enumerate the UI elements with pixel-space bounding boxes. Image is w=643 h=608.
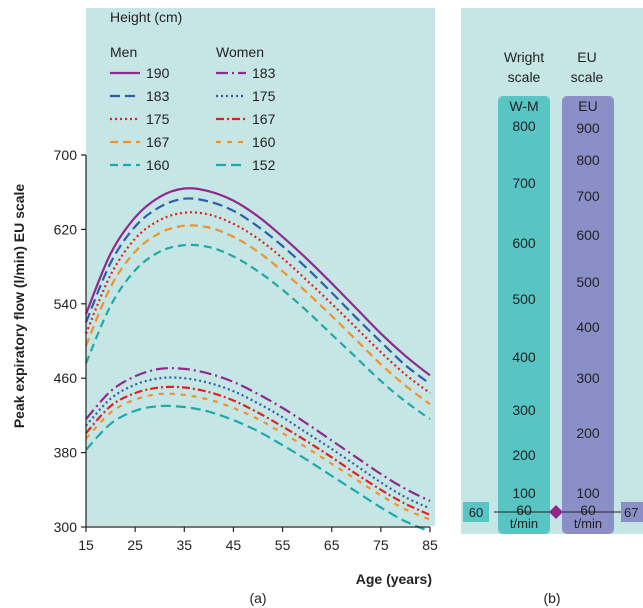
- legend-women-label-160: 160: [252, 134, 276, 150]
- y-tick-label: 300: [54, 519, 78, 535]
- y-tick-label: 620: [54, 221, 78, 237]
- panel-a-background: [86, 8, 435, 526]
- wright-scale-bar: [498, 96, 550, 534]
- legend-title: Height (cm): [110, 9, 182, 25]
- wright-value-500: 500: [512, 291, 536, 307]
- legend-women-label-175: 175: [252, 88, 276, 104]
- wright-value-100: 100: [512, 485, 536, 501]
- y-axis-label: Peak expiratory flow (l/min) EU scale: [11, 184, 27, 429]
- men-series-160: [84, 243, 431, 420]
- x-tick-label: 15: [78, 537, 94, 553]
- wright-value-200: 200: [512, 447, 536, 463]
- panel-a-label: (a): [249, 590, 266, 606]
- x-tick-label: 75: [373, 537, 389, 553]
- y-tick-label: 460: [54, 370, 78, 386]
- eu-scale-bar: [562, 96, 614, 534]
- x-tick-label: 55: [275, 537, 291, 553]
- x-tick-label: 65: [324, 537, 340, 553]
- legend-men-label-160: 160: [146, 157, 170, 173]
- marker-left-label: 60: [469, 505, 483, 520]
- eu-value-400: 400: [576, 319, 600, 335]
- panel-b-background: [461, 8, 643, 534]
- wright-value-600: 600: [512, 235, 536, 251]
- legend-women-label-152: 152: [252, 157, 276, 173]
- legend-men-label-167: 167: [146, 134, 170, 150]
- women-series-167: [85, 385, 431, 516]
- women-series-175: [85, 376, 431, 510]
- eu-unit: t/min: [574, 516, 602, 531]
- wright-value-700: 700: [512, 175, 536, 191]
- wright-value-300: 300: [512, 402, 536, 418]
- wright-value-800: 800: [512, 118, 536, 134]
- x-tick-label: 35: [176, 537, 192, 553]
- wright-value-400: 400: [512, 349, 536, 365]
- y-tick-label: 380: [54, 445, 78, 461]
- eu-value-200: 200: [576, 425, 600, 441]
- y-tick-label: 700: [54, 147, 78, 163]
- conversion-marker-icon: [549, 505, 563, 519]
- eu-value-100: 100: [576, 485, 600, 501]
- legend-women-label-183: 183: [252, 65, 276, 81]
- women-series-183: [85, 367, 431, 502]
- men-series-190: [84, 187, 431, 377]
- legend-women-label-167: 167: [252, 111, 276, 127]
- wright-header: W-M: [509, 98, 538, 114]
- legend-men-label-175: 175: [146, 111, 170, 127]
- legend-men-header: Men: [110, 44, 137, 60]
- x-tick-label: 85: [422, 537, 438, 553]
- panel-b: Wright scale EU scale W-M EU 800 700 600 50…: [461, 8, 643, 606]
- x-tick-label: 45: [226, 537, 242, 553]
- eu-header: EU: [578, 98, 597, 114]
- marker-left-box: [463, 502, 489, 522]
- eu-title-line1: EU: [577, 49, 596, 65]
- eu-value-300: 300: [576, 370, 600, 386]
- x-tick-label: 25: [127, 537, 143, 553]
- men-series-175: [84, 211, 431, 394]
- eu-title-line2: scale: [571, 69, 604, 85]
- wright-title-line1: Wright: [504, 49, 544, 65]
- wright-value-60: 60: [516, 502, 532, 518]
- legend-men-label-183: 183: [146, 88, 170, 104]
- wright-unit: t/min: [510, 516, 538, 531]
- women-series-160: [85, 392, 431, 521]
- eu-value-600: 600: [576, 227, 600, 243]
- marker-right-label: 67: [624, 505, 638, 520]
- marker-right-box: [621, 502, 643, 522]
- eu-value-800: 800: [576, 152, 600, 168]
- eu-value-500: 500: [576, 274, 600, 290]
- men-series-183: [84, 197, 431, 385]
- y-tick-label: 540: [54, 296, 78, 312]
- eu-value-900: 900: [576, 120, 600, 136]
- panel-a: Height (cm) Men Women 190 183 175 167 160 183…: [11, 8, 438, 606]
- panel-b-label: (b): [543, 590, 560, 606]
- eu-value-700: 700: [576, 188, 600, 204]
- eu-value-60: 60: [580, 502, 596, 518]
- x-axis-label: Age (years): [356, 571, 432, 587]
- legend-women-header: Women: [216, 44, 264, 60]
- wright-title-line2: scale: [508, 69, 541, 85]
- legend-men-label-190: 190: [146, 65, 170, 81]
